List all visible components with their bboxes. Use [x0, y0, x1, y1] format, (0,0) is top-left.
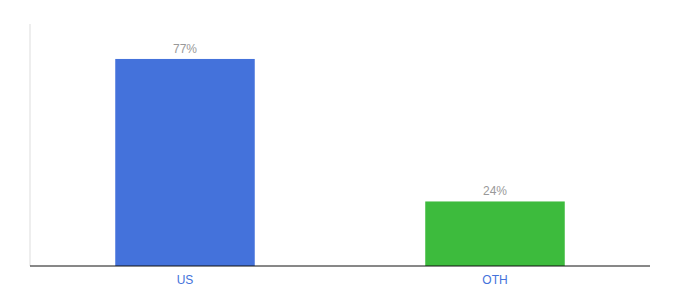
bar	[115, 59, 255, 266]
bars	[115, 59, 565, 266]
data-label: 24%	[483, 184, 507, 198]
chart-svg: 77% 24% US OTH	[0, 0, 680, 300]
x-tick-label: OTH	[482, 273, 507, 287]
data-label: 77%	[173, 42, 197, 56]
x-tick-label: US	[177, 273, 194, 287]
y-axis-line	[30, 24, 31, 266]
x-axis-line	[30, 266, 650, 267]
chart-container: 77% 24% US OTH	[0, 0, 680, 300]
bar	[425, 201, 565, 266]
